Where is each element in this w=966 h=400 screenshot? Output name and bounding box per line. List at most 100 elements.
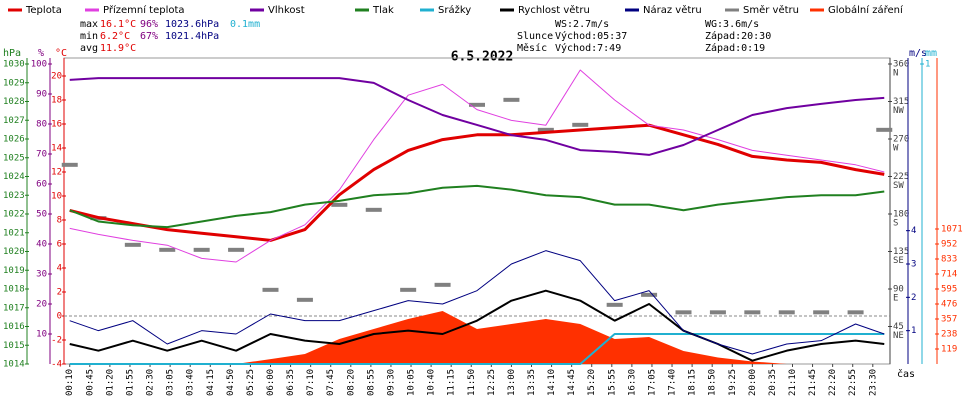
x-tick-label: 17:40 <box>668 369 678 396</box>
info-ws: WS:2.7m/s <box>555 19 609 30</box>
x-tick-label: 18:15 <box>688 369 698 396</box>
x-tick-label: 18:50 <box>708 369 718 396</box>
x-tick-label: 23:30 <box>868 369 878 396</box>
legend-label: Teplota <box>25 5 62 16</box>
stat-label: min <box>80 31 98 42</box>
y-tick-label: 1016 <box>3 322 25 332</box>
line <box>69 333 885 365</box>
x-tick-label: 15:20 <box>587 369 597 396</box>
y-tick-label: 6 <box>57 240 62 250</box>
axis-unit: °C <box>55 48 67 59</box>
line <box>69 184 885 229</box>
y-tick-label: 952 <box>941 240 957 250</box>
y-tick-label: 100 <box>31 60 47 70</box>
y-tick-label: 180 <box>893 210 909 220</box>
chart-title: 6.5.2022 <box>451 50 514 65</box>
x-tick-label: 21:45 <box>808 369 818 396</box>
line <box>69 77 885 156</box>
legend-label: Srážky <box>438 4 471 16</box>
info-wg: WG:3.6m/s <box>705 19 759 30</box>
x-tick-label: 08:55 <box>366 369 376 396</box>
x-tick-label: 02:30 <box>146 369 156 396</box>
y-tick-label: 1027 <box>3 116 25 126</box>
y-tick-name: SW <box>893 181 904 191</box>
direction-marker <box>228 247 245 252</box>
x-tick-label: 16:30 <box>627 369 637 396</box>
x-tick-label: 19:25 <box>728 369 738 396</box>
y-tick-label: 357 <box>941 315 957 325</box>
x-tick-label: 04:15 <box>206 369 216 396</box>
y-tick-label: 1022 <box>3 210 25 220</box>
y-tick-label: 1029 <box>3 78 25 88</box>
y-tick-label: 80 <box>36 120 47 130</box>
x-axis-label: čas <box>897 368 915 380</box>
axis-unit: m/s <box>909 48 927 59</box>
x-tick-label: 22:20 <box>828 369 838 396</box>
y-tick-label: 20 <box>36 300 47 310</box>
direction-marker <box>641 292 658 297</box>
y-tick-label: 315 <box>893 97 909 107</box>
y-tick-name: NW <box>893 106 904 116</box>
line <box>69 250 885 355</box>
y-tick-label: 8 <box>57 216 62 226</box>
y-tick-label: -2 <box>51 336 62 346</box>
x-tick-label: 03:05 <box>166 369 176 396</box>
y-tick-label: 833 <box>941 255 957 265</box>
y-tick-label: 1 <box>911 326 916 336</box>
stat-label: avg <box>80 43 98 54</box>
direction-marker <box>606 302 623 307</box>
y-tick-label: 4 <box>911 226 916 236</box>
y-tick-label: 14 <box>51 144 62 154</box>
x-tick-label: 13:35 <box>527 369 537 396</box>
line <box>69 289 885 362</box>
direction-marker <box>709 310 726 315</box>
legend-label: Tlak <box>372 5 394 16</box>
y-tick-label: 238 <box>941 330 957 340</box>
x-tick-label: 08:20 <box>346 369 356 396</box>
x-tick-label: 14:10 <box>547 369 557 396</box>
x-tick-label: 05:25 <box>246 369 256 396</box>
x-tick-label: 14:45 <box>567 369 577 396</box>
direction-marker <box>503 97 520 102</box>
y-tick-name: E <box>893 294 898 304</box>
legend-label: Globální záření <box>828 4 904 16</box>
y-tick-label: 60 <box>36 180 47 190</box>
y-tick-label: 595 <box>941 285 957 295</box>
y-tick-label: 1023 <box>3 191 25 201</box>
x-tick-label: 11:15 <box>447 369 457 396</box>
x-tick-label: 20:00 <box>748 369 758 396</box>
direction-marker <box>537 127 554 132</box>
x-tick-label: 06:00 <box>266 369 276 396</box>
legend-label: Přízemní teplota <box>103 4 185 16</box>
y-tick-label: 1015 <box>3 341 25 351</box>
y-tick-label: 1024 <box>3 172 25 182</box>
y-tick-label: -4 <box>51 360 62 370</box>
y-tick-label: 1 <box>925 60 930 70</box>
y-tick-label: 360 <box>893 60 909 70</box>
sun-rise: Východ:05:37 <box>555 30 627 42</box>
y-tick-label: 90 <box>893 285 904 295</box>
y-tick-label: 0 <box>57 312 62 322</box>
direction-marker <box>61 162 78 167</box>
stat-value: 0.1mm <box>230 19 260 30</box>
direction-marker <box>813 310 830 315</box>
y-tick-name: S <box>893 219 898 229</box>
x-tick-label: 00:45 <box>85 369 95 396</box>
y-tick-label: 10 <box>51 192 62 202</box>
x-tick-label: 01:20 <box>105 369 115 396</box>
y-tick-label: 476 <box>941 300 957 310</box>
direction-marker <box>434 282 451 287</box>
direction-marker <box>365 207 382 212</box>
x-tick-label: 20:35 <box>768 369 778 396</box>
x-tick-label: 13:00 <box>507 369 517 396</box>
direction-marker <box>675 310 692 315</box>
moon-set: Západ:0:19 <box>705 42 765 54</box>
direction-marker <box>400 287 417 292</box>
y-tick-label: 1018 <box>3 285 25 295</box>
stat-value: 67% <box>140 31 158 42</box>
x-tick-label: 21:10 <box>788 369 798 396</box>
direction-marker <box>572 122 589 127</box>
stat-value: 6.2°C <box>100 31 130 42</box>
area <box>69 311 885 364</box>
